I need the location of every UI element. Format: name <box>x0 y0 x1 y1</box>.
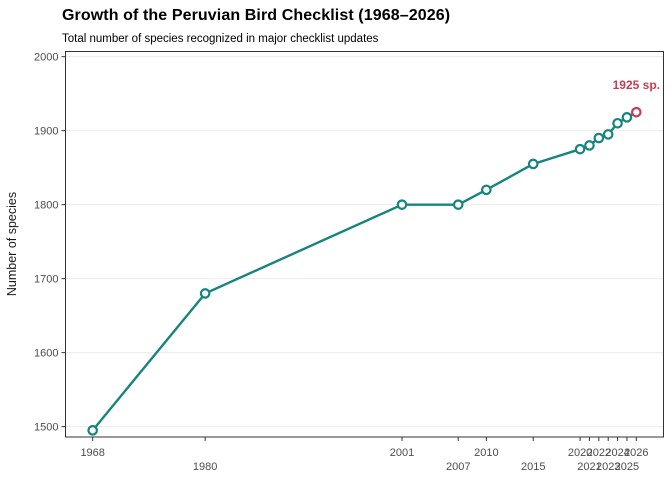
data-point <box>584 140 595 151</box>
data-point <box>527 158 539 170</box>
data-point <box>481 184 492 196</box>
x-tick-label: 2021 <box>577 461 601 473</box>
y-tick-label: 1800 <box>34 200 58 212</box>
x-tick-label: 2010 <box>474 447 498 459</box>
x-tick-label: 2026 <box>624 447 648 459</box>
chart-subtitle: Total number of species recognized in ma… <box>62 33 379 45</box>
data-point <box>612 117 623 129</box>
x-tick-label: 2023 <box>596 461 620 473</box>
x-tick-label: 1980 <box>193 461 217 473</box>
chart-title: Growth of the Peruvian Bird Checklist (1… <box>62 7 451 24</box>
x-tick-label: 2025 <box>615 461 639 473</box>
data-point <box>199 288 211 299</box>
data-point <box>574 143 586 155</box>
annotation-species-count: 1925 sp. <box>612 78 660 92</box>
y-tick-label: 2000 <box>34 52 58 64</box>
data-point <box>87 425 98 436</box>
data-point <box>396 199 408 210</box>
data-line <box>91 110 638 432</box>
x-tick-label: 2015 <box>521 461 545 473</box>
y-tick-label: 1700 <box>34 274 58 286</box>
x-tick-label: 1968 <box>80 447 104 459</box>
panel-border <box>65 51 664 438</box>
x-tick-label: 2020 <box>568 447 592 459</box>
data-point-highlight <box>631 106 642 118</box>
x-tick-label: 2001 <box>390 447 414 459</box>
y-tick-label: 1500 <box>34 422 58 434</box>
x-tick-label: 2007 <box>446 461 470 473</box>
x-tick-label: 2024 <box>605 447 629 459</box>
y-axis-title: Number of species <box>5 192 19 296</box>
y-tick-label: 1900 <box>34 126 58 138</box>
data-point <box>452 199 464 210</box>
data-point <box>602 129 614 140</box>
data-point <box>593 132 605 144</box>
x-tick-label: 2022 <box>587 447 611 459</box>
y-tick-label: 1600 <box>34 348 58 360</box>
data-point <box>621 112 633 123</box>
